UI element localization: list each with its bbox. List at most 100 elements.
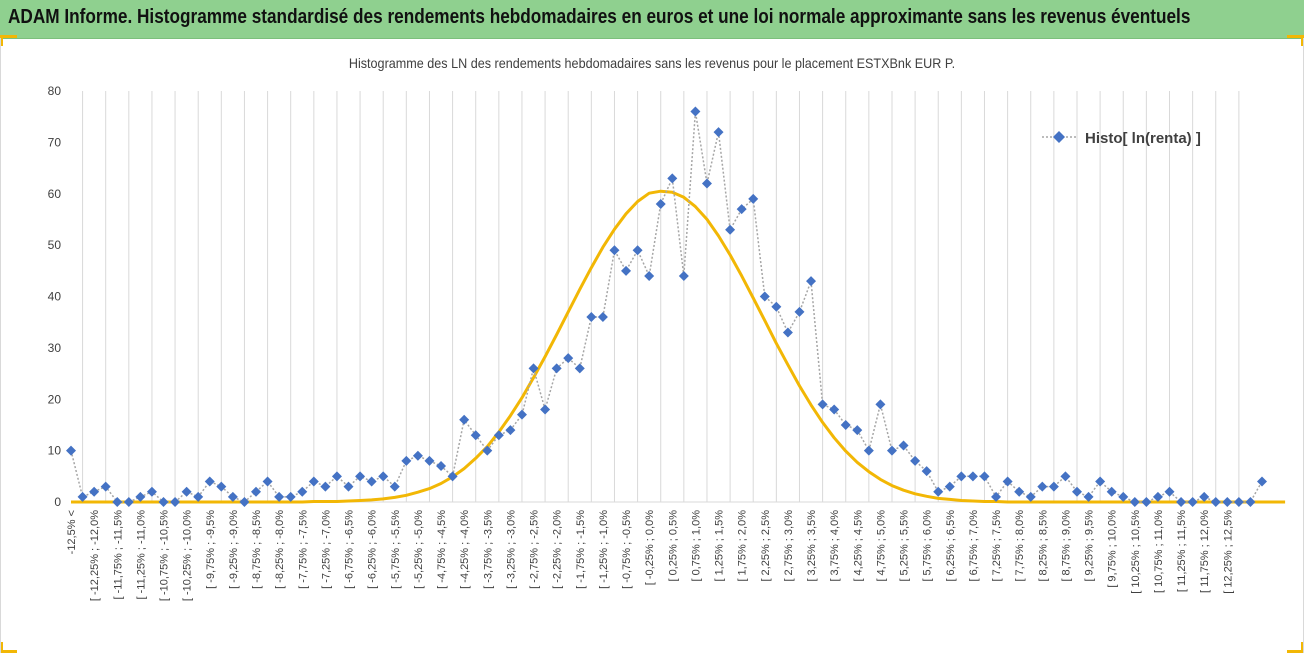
x-tick-label: [ -3,25% ; -3,0% — [505, 510, 517, 589]
y-tick-label: 80 — [48, 84, 62, 98]
histogram-point — [748, 193, 759, 204]
x-tick-label: [ 0,75% ; 1,0% — [690, 510, 702, 582]
x-tick-label: [ 8,75% ; 9,0% — [1060, 510, 1072, 582]
x-tick-label: [ 3,75% ; 4,0% — [829, 510, 841, 582]
histogram-point — [436, 461, 447, 472]
x-tick-label: [ 2,75% ; 3,0% — [783, 510, 795, 582]
x-tick-label: [ -2,25% ; -2,0% — [552, 510, 564, 589]
y-tick-label: 50 — [48, 238, 62, 252]
x-tick-label: -12,5% < — [66, 510, 78, 554]
histogram-point — [100, 481, 111, 492]
chart-title: Histogramme des LN des rendements hebdom… — [348, 55, 956, 71]
histogram-point — [586, 312, 597, 323]
histogram-point — [829, 404, 840, 415]
histogram-point — [251, 486, 262, 497]
y-tick-label: 0 — [54, 495, 61, 509]
x-tick-label: [ 9,25% ; 9,5% — [1084, 510, 1096, 582]
histogram-point — [736, 204, 747, 215]
histogram-point — [1025, 491, 1036, 502]
histogram-point — [1118, 491, 1129, 502]
x-tick-label: [ -4,25% ; -4,0% — [459, 510, 471, 589]
histogram-point — [1176, 497, 1187, 507]
x-tick-label: [ -12,25% ; -12,0% — [89, 510, 101, 601]
x-tick-label: [ 4,25% ; 4,5% — [852, 510, 864, 582]
histogram-point — [933, 486, 944, 497]
histogram-point — [378, 471, 389, 482]
histogram-point — [1014, 486, 1025, 497]
histogram-series-line — [70, 111, 1263, 503]
y-tick-label: 10 — [48, 444, 62, 458]
y-tick-label: 30 — [48, 341, 62, 355]
histogram-point — [158, 497, 169, 507]
histogram-point — [170, 497, 181, 507]
x-tick-label: [ 6,75% ; 7,0% — [968, 510, 980, 582]
histogram-point — [782, 327, 793, 338]
histogram-point — [1164, 486, 1175, 497]
histogram-point — [771, 301, 782, 312]
histogram-point — [447, 471, 458, 482]
histogram-point — [759, 291, 770, 302]
x-tick-label: [ 2,25% ; 2,5% — [760, 510, 772, 582]
histogram-point — [204, 476, 215, 487]
histogram-point — [540, 404, 551, 415]
frame-corner-bottom-left — [0, 642, 17, 653]
histogram-point — [66, 445, 76, 456]
x-tick-label: [ 12,25% ; 12,5% — [1222, 510, 1234, 594]
x-tick-label: [ -0,25% ; 0,0% — [644, 510, 656, 585]
y-tick-label: 60 — [48, 187, 62, 201]
histogram-point — [1048, 481, 1059, 492]
x-tick-label: [ 11,25% ; 11,5% — [1176, 510, 1188, 592]
frame-corner-top-left — [0, 35, 17, 46]
histogram-point — [609, 245, 620, 256]
x-tick-label: [ -11,75% ; -11,5% — [112, 510, 124, 600]
histogram-point — [667, 173, 678, 184]
histogram-point — [991, 491, 1002, 502]
histogram-point — [713, 127, 724, 138]
histogram-point — [1152, 491, 1163, 502]
x-tick-label: [ 11,75% ; 12,0% — [1199, 510, 1211, 593]
histogram-point — [597, 312, 608, 323]
histogram-point — [967, 471, 978, 482]
frame-left-edge — [0, 38, 1, 653]
x-tick-label: [ 4,75% ; 5,0% — [875, 510, 887, 582]
histogram-point — [343, 481, 354, 492]
histogram-point — [308, 476, 319, 487]
x-tick-label: [ -3,75% ; -3,5% — [482, 510, 494, 589]
histogram-point — [563, 353, 574, 364]
histogram-point — [1095, 476, 1106, 487]
histogram-point — [1141, 497, 1152, 507]
histogram-point — [655, 199, 666, 210]
histogram-point — [331, 471, 342, 482]
histogram-point — [852, 425, 863, 436]
histogram-point — [690, 106, 701, 117]
histogram-point — [181, 486, 192, 497]
report-title: ADAM Informe. Histogramme standardisé de… — [8, 6, 1191, 28]
histogram-point — [528, 363, 539, 374]
histogram-point — [817, 399, 828, 410]
histogram-point — [1060, 471, 1071, 482]
histogram-point — [1129, 497, 1140, 507]
x-tick-label: [ 5,25% ; 5,5% — [899, 510, 911, 582]
x-tick-label: [ -6,75% ; -6,5% — [344, 510, 356, 589]
histogram-point — [401, 455, 412, 466]
histogram-point — [459, 414, 470, 425]
histogram-point — [551, 363, 562, 374]
histogram-point — [1083, 491, 1094, 502]
x-tick-label: [ -9,25% ; -9,0% — [228, 510, 240, 589]
y-tick-label: 20 — [48, 392, 62, 406]
x-tick-label: [ -10,25% ; -10,0% — [182, 510, 194, 601]
x-tick-label: [ 7,25% ; 7,5% — [991, 510, 1003, 582]
histogram-point — [216, 481, 227, 492]
y-tick-label: 70 — [48, 135, 62, 149]
frame-corner-bottom-right — [1287, 642, 1304, 653]
histogram-point — [135, 491, 146, 502]
x-tick-label: [ 9,75% ; 10,0% — [1107, 510, 1119, 588]
frame-corner-top-right — [1287, 35, 1304, 46]
histogram-point — [979, 471, 990, 482]
histogram-point — [1199, 491, 1210, 502]
x-tick-label: [ -8,25% ; -8,0% — [274, 510, 286, 589]
histogram-point — [424, 455, 435, 466]
x-tick-label: [ 5,75% ; 6,0% — [922, 510, 934, 582]
histogram-point — [285, 491, 296, 502]
histogram-point — [470, 430, 481, 441]
